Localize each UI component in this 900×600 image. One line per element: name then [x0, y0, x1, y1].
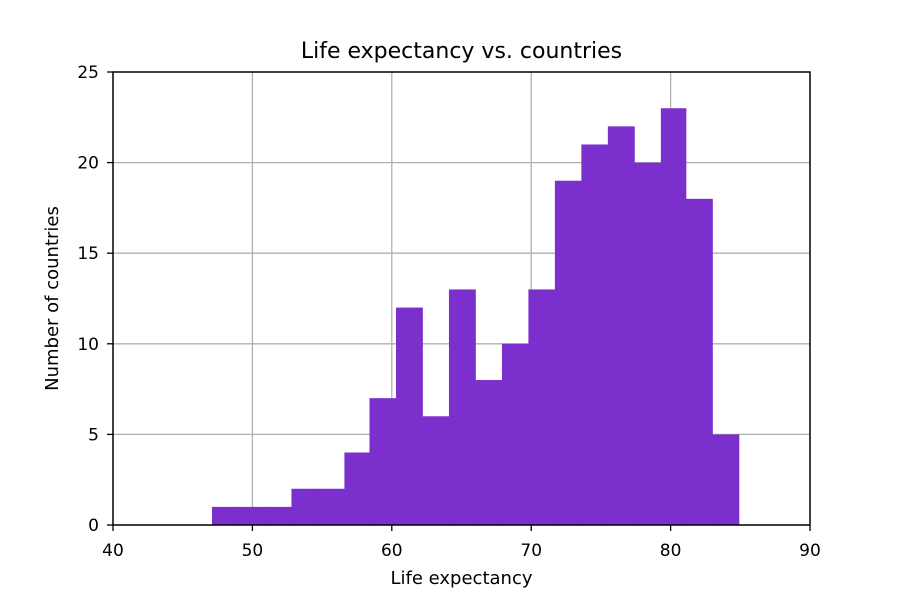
- histogram-bar: [501, 343, 529, 525]
- histogram-bar: [448, 289, 476, 525]
- y-tick-label: 20: [77, 154, 99, 174]
- histogram-bar: [634, 162, 662, 525]
- histogram-bar: [422, 416, 450, 525]
- histogram-bar: [660, 108, 687, 526]
- histogram-bar: [554, 180, 582, 525]
- histogram-bar: [211, 506, 239, 525]
- plot-frame: [112, 71, 811, 526]
- histogram-bar: [369, 398, 397, 525]
- histogram-bar: [685, 198, 713, 525]
- x-tick-label: 80: [660, 541, 682, 561]
- x-tick-label: 40: [102, 541, 124, 561]
- bars: [211, 108, 740, 526]
- y-tick-label: 5: [88, 425, 99, 445]
- y-tick-label: 15: [77, 244, 99, 264]
- histogram-bar: [475, 380, 503, 525]
- histogram-bar: [395, 307, 423, 525]
- chart-title: Life expectancy vs. countries: [301, 39, 622, 64]
- histogram-bar: [291, 488, 319, 525]
- histogram-bar: [581, 144, 609, 526]
- x-axis-ticks: 40 50 60 70 80 90: [102, 525, 821, 561]
- x-tick-label: 70: [520, 541, 542, 561]
- x-tick-label: 60: [381, 541, 403, 561]
- y-tick-label: 0: [88, 516, 99, 536]
- histogram-bar: [528, 289, 556, 525]
- histogram-bar: [607, 126, 635, 526]
- histogram-bar: [344, 452, 370, 525]
- x-axis-label: Life expectancy: [390, 568, 532, 589]
- x-tick-label: 90: [799, 541, 821, 561]
- y-tick-label: 10: [77, 335, 99, 355]
- histogram-bar: [264, 506, 292, 525]
- histogram-bar: [317, 488, 345, 525]
- x-tick-label: 50: [242, 541, 264, 561]
- y-axis-label: Number of countries: [42, 206, 63, 391]
- y-axis-ticks: 0 5 10 15 20 25: [77, 63, 113, 536]
- y-tick-label: 25: [77, 63, 99, 83]
- histogram-bar: [238, 506, 266, 525]
- histogram-bar: [712, 434, 740, 525]
